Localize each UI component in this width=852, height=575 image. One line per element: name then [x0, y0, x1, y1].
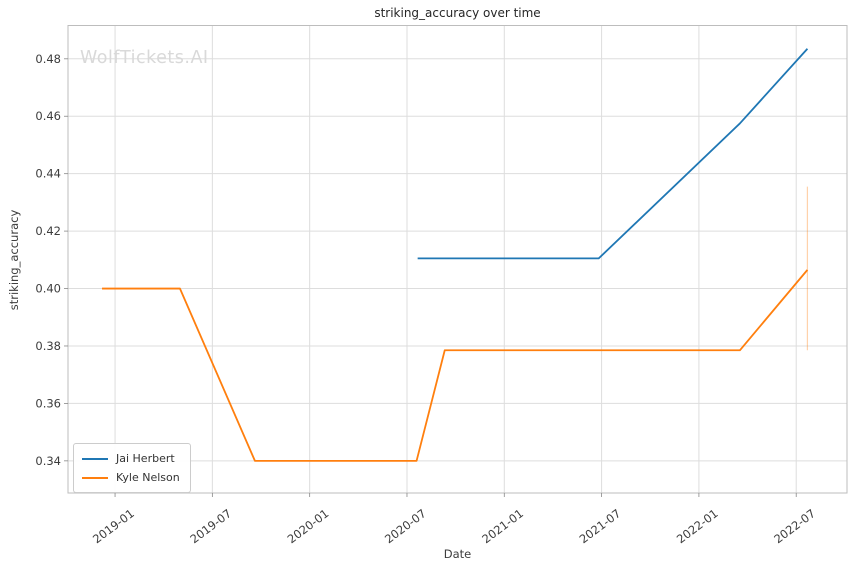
- legend-line-swatch-orange: [82, 476, 108, 479]
- x-tick-label: 2022-01: [674, 506, 721, 546]
- legend-label: Kyle Nelson: [116, 471, 180, 484]
- y-tick-label: 0.48: [35, 52, 61, 66]
- x-tick-label: 2019-07: [187, 506, 234, 546]
- y-tick-label: 0.40: [35, 282, 61, 296]
- legend-item-jai-herbert: Jai Herbert: [82, 449, 182, 468]
- series-line-kyle-nelson: [102, 269, 809, 462]
- legend-item-kyle-nelson: Kyle Nelson: [82, 468, 182, 487]
- x-tick-label: 2021-01: [479, 506, 526, 546]
- legend: Jai Herbert Kyle Nelson: [73, 443, 191, 493]
- y-tick-label: 0.42: [35, 224, 61, 238]
- y-axis-label: striking_accuracy: [7, 209, 21, 311]
- y-tick-label: 0.38: [35, 339, 61, 353]
- x-tick-label: 2021-07: [577, 506, 624, 546]
- chart-title: striking_accuracy over time: [374, 6, 541, 20]
- series-line-jai-herbert: [417, 48, 809, 260]
- y-tick-label: 0.36: [35, 396, 61, 410]
- x-tick-label: 2020-01: [285, 506, 332, 546]
- x-axis-label: Date: [443, 547, 472, 561]
- plot-border: [67, 25, 848, 494]
- legend-line-swatch-blue: [82, 457, 108, 460]
- x-tick-label: 2022-07: [771, 506, 818, 546]
- y-tick-label: 0.44: [35, 167, 61, 181]
- x-tick-label: 2020-07: [382, 506, 429, 546]
- y-tick-label: 0.34: [35, 454, 61, 468]
- y-tick-label: 0.46: [35, 109, 61, 123]
- x-tick-label: 2019-01: [90, 506, 137, 546]
- watermark-text: WolfTickets.AI: [80, 48, 209, 68]
- legend-label: Jai Herbert: [116, 452, 175, 465]
